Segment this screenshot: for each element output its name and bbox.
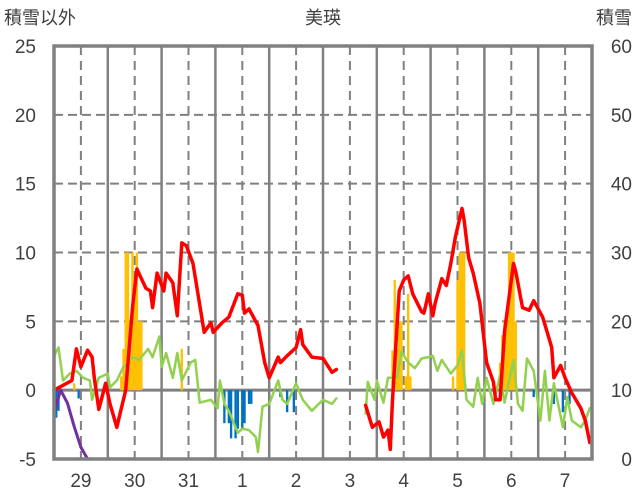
bar-positive — [180, 348, 183, 391]
bar-positive — [124, 252, 127, 391]
bar-negative — [568, 390, 571, 404]
left-tick-label: 20 — [15, 106, 36, 127]
bar-negative — [250, 390, 253, 404]
x-tick-label: 1 — [237, 471, 248, 492]
bar-positive — [135, 252, 139, 391]
left-axis-title: 積雪以外 — [4, 8, 76, 28]
bar-positive — [505, 321, 508, 391]
x-tick-label: 29 — [70, 471, 91, 492]
x-tick-label: 3 — [345, 471, 356, 492]
right-tick-label: 50 — [611, 106, 632, 127]
left-tick-label: -5 — [19, 450, 36, 471]
bar-positive — [510, 252, 513, 391]
bar-positive — [138, 321, 141, 391]
bar-positive — [404, 376, 408, 391]
series-red-line — [363, 206, 592, 452]
bar-positive — [458, 252, 461, 391]
bar-negative — [292, 390, 296, 413]
left-y-ticks: 25 20 15 10 5 0 -5 — [15, 37, 36, 471]
bar-positive — [391, 350, 394, 391]
bar-negative — [241, 390, 244, 429]
bar-positive — [407, 293, 410, 391]
bar-negative — [561, 390, 565, 413]
right-tick-label: 10 — [611, 381, 632, 402]
bar-negative — [223, 390, 226, 424]
bar-positive — [395, 348, 399, 391]
right-tick-label: 30 — [611, 244, 632, 265]
right-axis-title: 積雪 — [596, 8, 632, 28]
series-green-line — [364, 348, 592, 429]
x-tick-label: 7 — [560, 471, 571, 492]
bar-negative — [77, 390, 80, 399]
bar-negative — [227, 390, 231, 424]
bar-negative — [247, 390, 251, 404]
left-tick-label: 15 — [15, 175, 36, 196]
right-tick-label: 0 — [621, 450, 632, 471]
right-tick-label: 20 — [611, 312, 632, 333]
left-tick-label: 0 — [25, 381, 36, 402]
bar-negative — [243, 390, 246, 424]
x-tick-label: 2 — [291, 471, 302, 492]
right-y-ticks: 60 50 40 30 20 10 0 — [611, 37, 632, 471]
bar-positive — [456, 280, 459, 391]
right-tick-label: 60 — [611, 37, 632, 58]
bar-negative — [236, 390, 239, 429]
x-tick-label: 4 — [398, 471, 409, 492]
bar-positive — [409, 376, 412, 391]
bar-positive — [120, 376, 123, 391]
x-tick-label: 6 — [506, 471, 517, 492]
x-tick-label: 30 — [124, 471, 145, 492]
chart-title: 美瑛 — [305, 8, 341, 28]
bar-positive — [463, 252, 466, 391]
bar-positive — [126, 252, 130, 391]
left-tick-label: 25 — [15, 37, 36, 58]
left-tick-label: 5 — [25, 312, 36, 333]
x-tick-label: 5 — [452, 471, 463, 492]
series-red-line — [52, 241, 339, 430]
bar-positive — [398, 321, 401, 391]
bar-positive — [512, 252, 515, 391]
bar-positive — [514, 321, 517, 391]
bar-positive — [72, 383, 76, 391]
bar-positive — [460, 252, 464, 391]
x-tick-label: 31 — [178, 471, 199, 492]
bar-positive — [507, 252, 511, 391]
bar-negative — [532, 390, 535, 398]
x-ticks: 29 30 31 1 2 3 4 5 6 7 — [70, 471, 570, 492]
bar-positive — [133, 280, 136, 391]
bar-negative — [234, 390, 237, 439]
right-tick-label: 40 — [611, 175, 632, 196]
bar-positive — [451, 376, 455, 391]
plot-frame — [52, 44, 594, 461]
bar-negative — [552, 390, 556, 404]
left-tick-label: 10 — [15, 244, 36, 265]
